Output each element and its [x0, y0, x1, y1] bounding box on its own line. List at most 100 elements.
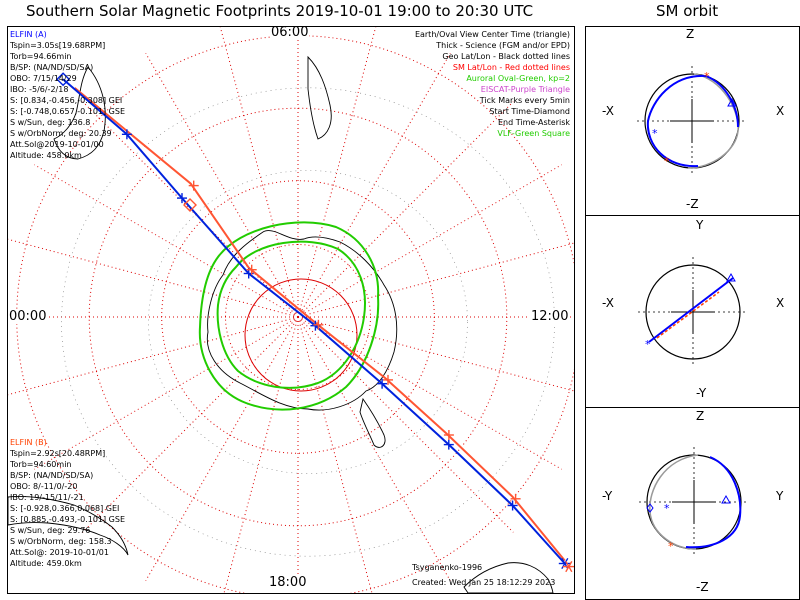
- sm-longitude-line: [82, 101, 299, 318]
- axis-label-bottom: -Z: [686, 197, 699, 211]
- elfin-b-line: Torb=94.60min: [10, 460, 72, 469]
- orbit-panel-xy: * Y -Y -X X: [585, 215, 800, 408]
- sm-longitude-line: [297, 27, 377, 318]
- orbit-plot-xy: *: [638, 257, 748, 367]
- elfin-b-name: ELFIN (B): [10, 438, 47, 447]
- coastline-south-america: [8, 496, 129, 556]
- footprint-map-panel: ELFIN (A) Tspin=3.05s[19.68RPM] Torb=94.…: [7, 26, 575, 594]
- elfin-b-line: B/SP: (NA/ND/SD/SA): [10, 471, 94, 480]
- sm-longitude-line: [145, 53, 299, 318]
- sm-longitude-line: [8, 316, 299, 396]
- elfin-a-line: S: [0.834,-0.456,-0.308] GEI: [10, 96, 123, 105]
- elfin-b-tick-mark: [383, 374, 393, 385]
- coastline-new-zealand: [307, 55, 332, 140]
- elfin-b-end-asterisk: [562, 561, 574, 573]
- auroral-oval-inner: [216, 240, 366, 389]
- elfin-b-tick-mark: [246, 264, 257, 275]
- orbit-a-triangle: [721, 494, 731, 504]
- sm-longitude-line: [297, 316, 574, 392]
- orbit-a-marker: *: [645, 338, 651, 351]
- orbit-b-shadow: [687, 73, 739, 169]
- sm-longitude-line: [297, 242, 574, 318]
- elfin-a-line: B/SP: (NA/ND/SD/SA): [10, 63, 94, 72]
- elfin-a-line: IBO: -5/6/-2/18: [10, 85, 69, 94]
- sm-longitude-line: [297, 53, 451, 318]
- elfin-b-line: Att.Sol@: 2019-10-01/01: [10, 548, 109, 557]
- sm-longitude-line: [223, 316, 299, 593]
- axis-label-bottom: -Z: [696, 580, 709, 594]
- sm-pole-circle: [244, 278, 358, 392]
- legend-entry: SM Lat/Lon - Red dotted lines: [452, 63, 570, 72]
- orbit-b-path: [656, 291, 720, 339]
- earth-circle: [645, 264, 741, 360]
- mlt-label-left: 00:00: [8, 309, 48, 324]
- elfin-b-start-diamond: [183, 198, 197, 212]
- sm-longitude-line: [297, 164, 562, 318]
- orbit-b-marker: *: [664, 155, 670, 168]
- elfin-b-info: ELFIN (B) Tspin=2.92s[20.48RPM] Torb=94.…: [10, 437, 125, 569]
- orbit-a-marker: *: [652, 127, 658, 140]
- auroral-oval-outer: [198, 221, 380, 411]
- axis-label-top: Z: [686, 27, 695, 41]
- orbit-b-marker: *: [704, 70, 710, 83]
- legend-entry: End Time-Asterisk: [497, 118, 570, 127]
- created-timestamp: Created: Wed Jan 25 18:12:29 2023: [412, 578, 556, 587]
- elfin-b-tick-mark: [188, 180, 199, 191]
- axis-label-left: -X: [602, 296, 614, 310]
- elfin-b-line: Altitude: 459.0km: [10, 559, 82, 568]
- legend-entry: Earth/Oval View Center Time (triangle): [414, 30, 570, 39]
- legend-entry: Auroral Oval-Green, kp=2: [466, 74, 570, 83]
- orbit-a-path: [648, 277, 734, 343]
- axis-label-right: Y: [776, 489, 784, 503]
- elfin-b-line: S w/Sun, deg: 29.76: [10, 526, 91, 535]
- axis-label-bottom: -Y: [696, 386, 707, 400]
- legend-entry: EISCAT-Purple Triangle: [480, 85, 570, 94]
- elfin-b-line: Tspin=2.92s[20.48RPM]: [10, 449, 106, 458]
- elfin-a-line: S w/OrbNorm, deg: 20.39: [10, 129, 112, 138]
- elfin-b-footprint-track: [74, 87, 566, 562]
- orbit-b-marker: *: [668, 540, 674, 553]
- sm-longitude-line: [82, 316, 299, 533]
- orbit-a-path: [685, 456, 742, 549]
- elfin-b-line: OBO: 8/-11/0/-20: [10, 482, 78, 491]
- elfin-b-tick-mark: [443, 430, 454, 440]
- legend-entry: Thick - Science (FGM and/or EPD): [436, 41, 570, 50]
- orbit-a-diamond: [646, 503, 654, 513]
- legend-entry: Start Time-Diamond: [489, 107, 570, 116]
- elfin-b-tick-mark: [510, 493, 521, 504]
- geo-latitude-circle: [61, 87, 555, 557]
- sm-longitude-line: [297, 316, 451, 581]
- elfin-a-line: OBO: 7/15/14/29: [10, 74, 77, 83]
- elfin-a-line: Tspin=3.05s[19.68RPM]: [10, 41, 106, 50]
- sm-longitude-line: [297, 316, 562, 470]
- coastline-australia: [53, 66, 106, 160]
- elfin-b-line: S w/OrbNorm, deg: 158.3: [10, 537, 112, 546]
- elfin-a-start-diamond: [56, 72, 71, 87]
- axis-label-top: Y: [696, 218, 704, 232]
- sm-longitude-line: [219, 27, 299, 318]
- sm-longitude-line: [145, 316, 299, 581]
- geo-latitude-circle: [148, 170, 468, 474]
- page-title: Southern Solar Magnetic Footprints 2019-…: [26, 2, 534, 20]
- elfin-b-line: S: [-0.928,0.366,0.068] GEI: [10, 504, 120, 513]
- elfin-a-name: ELFIN (A): [10, 30, 47, 39]
- elfin-a-line: Torb=94.66min: [10, 52, 72, 61]
- elfin-a-line: S w/Sun, deg: 136.8: [10, 118, 91, 127]
- elfin-a-tick-mark: [507, 500, 518, 511]
- coastline-africa: [463, 562, 554, 593]
- elfin-b-tick-mark: [313, 319, 324, 330]
- elfin-a-tick-mark: [121, 129, 132, 140]
- sm-longitude-line: [34, 316, 299, 470]
- sm-longitude-line: [8, 238, 299, 318]
- antarctica-coastline: [206, 230, 398, 448]
- sm-longitude-line: [297, 316, 514, 533]
- legend-entry: VLF-Green Square: [497, 129, 570, 138]
- elfin-a-line: Altitude: 458.0km: [10, 151, 82, 160]
- axis-label-left: -Y: [602, 489, 613, 503]
- orbit-panel-yz: * * Z -Z -Y Y: [585, 407, 800, 600]
- axis-label-left: -X: [602, 104, 614, 118]
- legend-entry: Geo Lat/Lon - Black dotted lines: [442, 52, 570, 61]
- elfin-a-line: S: [-0.748,0.657,-0.101] GSE: [10, 107, 125, 116]
- sm-longitude-line: [297, 316, 373, 593]
- elfin-a-tick-mark: [377, 378, 388, 389]
